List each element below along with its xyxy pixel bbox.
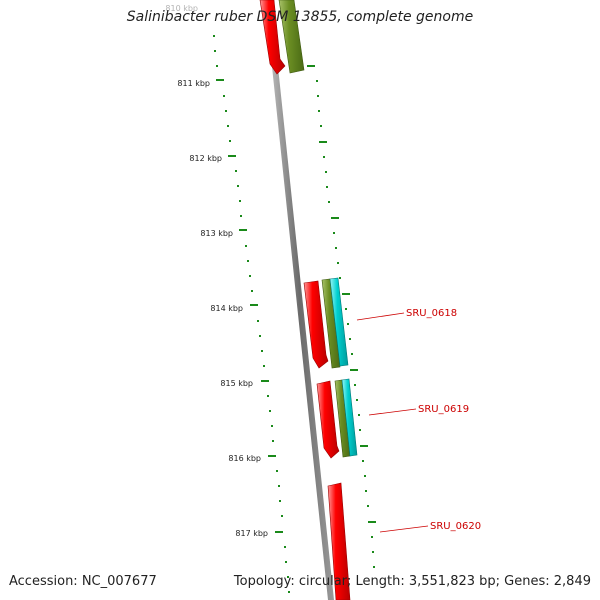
gene-label-sru-0620[interactable]: SRU_0620 [430, 521, 481, 532]
cyan-feature-sru-0618 [329, 277, 349, 367]
leader-line-sru-0618 [356, 312, 405, 321]
cyan-feature-sru-0619 [341, 378, 358, 457]
cds-feature-sru-0619 [316, 380, 340, 459]
feature-group-sru-0620[interactable] [327, 482, 351, 600]
genome-backbone [265, 0, 334, 600]
feature-group-sru-0618[interactable] [303, 277, 349, 369]
kbp-scale-labels: 810 kbp 811 kbp 812 kbp 813 kbp 814 kbp … [165, 4, 268, 538]
cds-feature-sru-0618 [303, 280, 329, 369]
leader-line-sru-0619 [368, 408, 417, 416]
accession-text: Accession: NC_007677 [9, 574, 157, 589]
kbp-label-812: 812 kbp [189, 154, 222, 163]
leader-line-sru-0620 [379, 525, 429, 533]
right-tick-ring [307, 65, 376, 568]
feature-group-top[interactable] [259, 0, 305, 75]
gene-label-sru-0618[interactable]: SRU_0618 [406, 308, 457, 319]
genome-summary-text: Topology: circular; Length: 3,551,823 bp… [233, 574, 591, 589]
kbp-label-816: 816 kbp [228, 454, 261, 463]
genome-title: Salinibacter ruber DSM 13855, complete g… [126, 9, 474, 25]
left-tick-ring [213, 35, 290, 593]
olive-feature-sru-0618 [321, 278, 341, 369]
kbp-label-817: 817 kbp [235, 529, 268, 538]
kbp-label-814: 814 kbp [210, 304, 243, 313]
gene-label-sru-0619[interactable]: SRU_0619 [418, 404, 469, 415]
cds-feature-sru-0620 [327, 482, 351, 600]
feature-group-sru-0619[interactable] [316, 378, 358, 459]
kbp-label-810: 810 kbp [165, 4, 198, 13]
gene-labels: SRU_0618 SRU_0619 SRU_0620 [356, 308, 481, 533]
kbp-label-811: 811 kbp [177, 79, 210, 88]
kbp-label-815: 815 kbp [220, 379, 253, 388]
kbp-label-813: 813 kbp [200, 229, 233, 238]
olive-feature-top [278, 0, 305, 74]
cds-feature-top [259, 0, 286, 75]
